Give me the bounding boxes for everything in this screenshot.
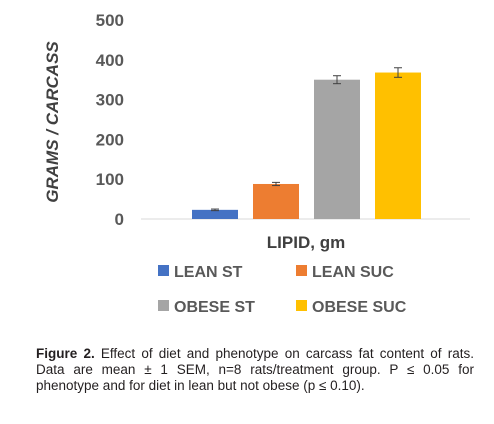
y-tick-label: 300	[96, 91, 124, 110]
bar-obese-suc	[375, 72, 421, 219]
y-tick-label: 500	[96, 11, 124, 30]
bar-obese-st	[314, 79, 360, 219]
figure-label: Figure 2.	[36, 346, 95, 361]
legend-item: OBESE SUC	[296, 299, 407, 316]
legend-item: LEAN ST	[158, 264, 243, 281]
bar-lean-suc	[253, 183, 299, 219]
legend-swatch	[158, 300, 169, 311]
legend-label: OBESE SUC	[312, 299, 407, 316]
legend: LEAN ST LEAN SUC OBESE ST OBESE SUC	[158, 264, 407, 316]
legend-label: LEAN ST	[174, 264, 243, 281]
figure-caption: Figure 2. Effect of diet and phenotype o…	[36, 346, 474, 394]
error-bar	[333, 75, 341, 85]
error-bar	[211, 208, 219, 212]
bar-lean-st	[192, 209, 238, 219]
legend-label: OBESE ST	[174, 299, 255, 316]
error-bars	[211, 67, 402, 212]
legend-swatch	[296, 265, 307, 276]
y-axis-ticks: 0 100 200 300 400 500	[96, 11, 124, 229]
chart: 0 100 200 300 400 500 GRAMS / CARCASS LIPID, …	[43, 11, 470, 316]
legend-swatch	[158, 265, 169, 276]
legend-swatch	[296, 300, 307, 311]
legend-item: LEAN SUC	[296, 264, 394, 281]
error-bar	[394, 67, 402, 78]
error-bar	[272, 181, 280, 187]
y-tick-label: 400	[96, 51, 124, 70]
y-tick-label: 200	[96, 130, 124, 149]
y-tick-label: 0	[115, 210, 124, 229]
x-axis-title: LIPID, gm	[267, 233, 345, 252]
y-axis-title: GRAMS / CARCASS	[43, 41, 62, 203]
legend-label: LEAN SUC	[312, 264, 394, 281]
caption-text: Effect of diet and phenotype on carcass …	[36, 346, 474, 393]
legend-item: OBESE ST	[158, 299, 255, 316]
y-tick-label: 100	[96, 170, 124, 189]
bars	[192, 72, 421, 219]
